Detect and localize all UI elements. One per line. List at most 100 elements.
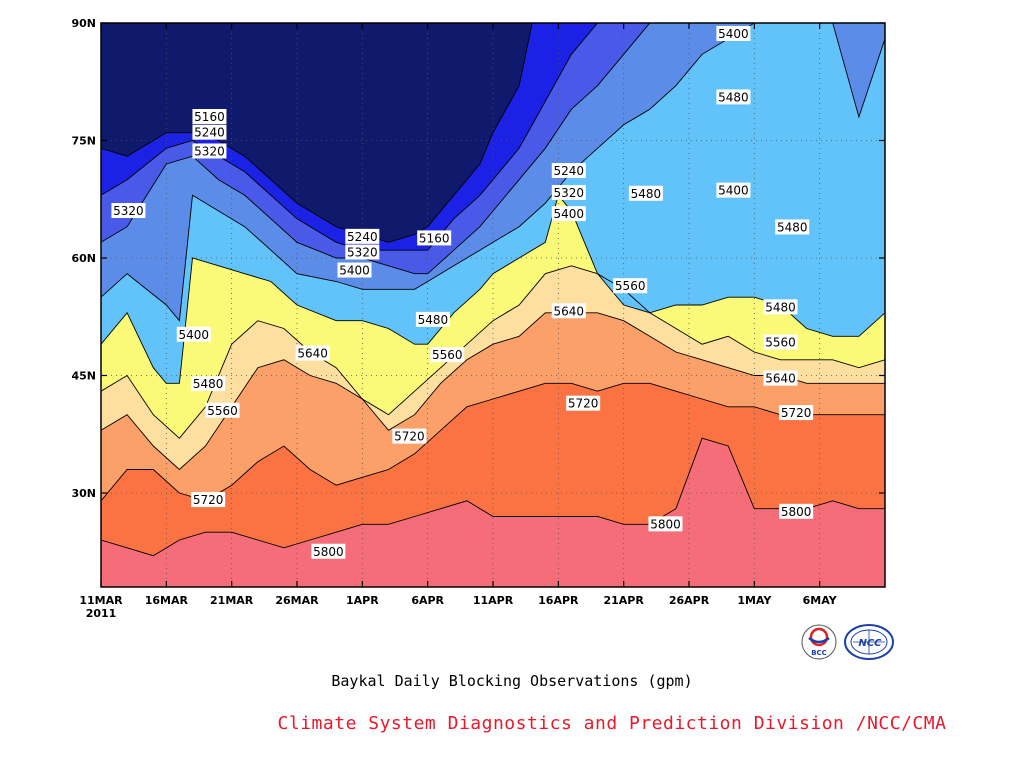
contour-label: 5240 [192, 124, 227, 140]
bcc-logo-text: BCC [811, 649, 827, 657]
contour-label-text: 5640 [554, 304, 585, 318]
contour-label-bg [775, 219, 810, 235]
contour-labels: 5160 5240 5320 5320 5240 5320 5160 5400 5240 5320… [111, 25, 814, 559]
contour-label-bg [295, 345, 330, 361]
contour-label-bg [763, 334, 798, 350]
contour-label: 5480 [628, 185, 663, 201]
contour-line-5400 [101, 23, 885, 322]
contour-label-bg [551, 184, 586, 200]
contour-label-text: 5560 [432, 348, 463, 362]
contour-label-text: 5720 [781, 406, 812, 420]
contour-label-bg [337, 262, 372, 278]
contour-label-text: 5800 [650, 517, 681, 531]
contour-label: 5560 [430, 347, 465, 363]
contour-label-bg [613, 278, 648, 294]
contour-label-text: 5480 [418, 313, 449, 327]
contour-label-text: 5240 [347, 230, 378, 244]
contour-label-bg [176, 326, 211, 342]
contour-label-bg [763, 299, 798, 315]
contour-label: 5320 [192, 143, 227, 159]
contour-label: 5400 [551, 206, 586, 222]
contour-label-bg [779, 503, 814, 519]
x-tick-label: 6MAY [803, 594, 838, 607]
contour-label-text: 5320 [113, 204, 144, 218]
contour-label-bg [111, 203, 146, 218]
contour-line-5480 [101, 194, 885, 384]
y-tick-label: 30N [71, 487, 96, 500]
contour-label-text: 5560 [765, 336, 796, 350]
contour-label-bg [551, 303, 586, 319]
contour-label: 5640 [763, 370, 798, 386]
contour-label-text: 5160 [194, 110, 225, 124]
x-tick-label: 1MAY [737, 594, 772, 607]
contour-label-bg [628, 185, 663, 201]
contour-label-text: 5480 [777, 220, 808, 234]
contour-label: 5560 [613, 278, 648, 294]
y-tick-label: 90N [71, 17, 96, 30]
contour-label-bg [311, 543, 346, 559]
contour-label: 5720 [191, 492, 226, 508]
contour-label-text: 5240 [554, 164, 585, 178]
contour-label-bg [192, 109, 227, 124]
contour-label: 5560 [763, 334, 798, 350]
contour-label-text: 5320 [194, 144, 225, 158]
contour-label-text: 5400 [718, 27, 749, 41]
x-year-label: 2011 [86, 607, 117, 620]
contour-label-bg [779, 405, 814, 421]
contour-label-bg [716, 25, 751, 41]
contour-label: 5400 [716, 25, 751, 41]
contour-label-bg [192, 124, 227, 140]
contour-lines [101, 23, 885, 557]
contour-label: 5800 [311, 543, 346, 559]
contour-label-text: 5720 [568, 397, 599, 411]
contour-label-bg [716, 89, 751, 105]
y-tick-label: 60N [71, 252, 96, 265]
contour-label: 5560 [205, 402, 240, 418]
contour-label-text: 5480 [718, 90, 749, 104]
x-tick-label: 21MAR [210, 594, 254, 607]
contour-line-5800 [101, 437, 885, 557]
ncc-logo-text: NCC [858, 638, 882, 649]
x-tick-label: 26APR [669, 594, 710, 607]
contour-line-5320 [101, 23, 885, 275]
contour-label-bg [551, 206, 586, 222]
contour-label: 5320 [345, 244, 380, 260]
y-tick-label: 45N [71, 370, 96, 383]
contour-label: 5160 [192, 109, 227, 124]
contour-label-text: 5720 [394, 430, 425, 444]
contour-label-bg [191, 492, 226, 508]
contour-label-bg [392, 428, 427, 444]
contour-label-text: 5560 [615, 279, 646, 293]
x-tick-label: 11MAR [79, 594, 123, 607]
x-axis: 11MAR 16MAR 21MAR 26MAR 1APR 6APR 11APR 16APR 21… [79, 23, 838, 620]
contour-label-text: 5640 [297, 347, 328, 361]
x-tick-label: 11APR [473, 594, 514, 607]
contour-label: 5640 [551, 303, 586, 319]
credit-line: Climate System Diagnostics and Predictio… [277, 713, 947, 734]
contour-line-5720 [101, 382, 885, 502]
contour-label-text: 5800 [313, 545, 344, 559]
contour-label-text: 5480 [193, 377, 224, 391]
contour-label-bg [551, 163, 586, 179]
contour-line-5560 [101, 265, 885, 439]
contour-label-bg [192, 143, 227, 159]
contour-label-text: 5640 [765, 372, 796, 386]
contour-label-bg [191, 376, 226, 392]
contour-label: 5400 [716, 182, 751, 198]
contour-label-text: 5320 [554, 186, 585, 200]
contour-label-text: 5480 [765, 300, 796, 314]
contour-label-text: 5480 [631, 187, 662, 201]
y-tick-label: 75N [71, 135, 96, 148]
contour-label: 5480 [191, 376, 226, 392]
x-tick-label: 1APR [346, 594, 379, 607]
contour-label: 5720 [392, 428, 427, 444]
x-tick-label: 16APR [538, 594, 579, 607]
contour-label-bg [716, 182, 751, 198]
contour-label-bg [205, 402, 240, 418]
contour-line-5160 [101, 23, 885, 243]
x-tick-label: 26MAR [275, 594, 319, 607]
contour-label-text: 5240 [194, 126, 225, 140]
contour-label: 5480 [415, 311, 450, 327]
contour-label: 5240 [551, 163, 586, 179]
contour-label: 5240 [345, 228, 380, 244]
